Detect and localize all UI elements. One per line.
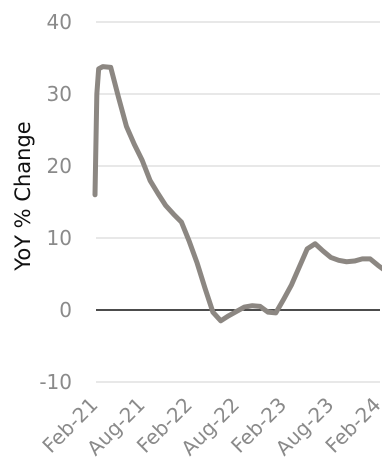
x-axis-ticks: Feb-21Aug-21Feb-22Aug-22Feb-23Aug-23Feb-… [37,393,382,461]
y-tick-label: 40 [47,10,72,34]
y-tick-label: -10 [39,370,72,394]
y-tick-label: 10 [47,226,72,250]
y-tick-label: 0 [59,298,72,322]
y-tick-label: 30 [47,82,72,106]
y-axis-title: YoY % Change [11,121,35,271]
gridlines [96,21,380,383]
series-line-0 [92,64,382,324]
series-layer [92,64,382,324]
y-axis-ticks: -10 0 10 20 30 40 [39,10,72,394]
y-tick-label: 20 [47,154,72,178]
